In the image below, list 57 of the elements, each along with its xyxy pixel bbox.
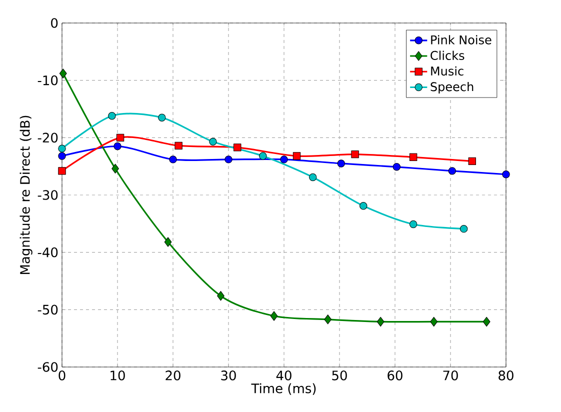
point [482,316,490,327]
point [114,142,122,150]
y-tick-label: -60 [38,362,58,372]
point [259,152,267,160]
y-tick-label: -30 [38,190,58,200]
x-tick-label: 50 [332,370,347,380]
legend-label: Music [431,66,464,76]
point [292,152,301,160]
point [234,144,242,152]
legend-label: Pink Noise [431,35,492,44]
y-tick-label: -40 [38,247,58,258]
point [112,164,119,174]
point [174,142,182,150]
point [224,156,232,164]
point [337,160,346,168]
point [217,291,224,301]
point [280,156,288,164]
point [164,237,172,247]
point [270,311,278,321]
y-tick-label: 0 [51,18,58,28]
point [409,153,418,162]
point [430,316,438,327]
point [309,173,317,182]
x-tick-label: 80 [498,370,514,380]
point [448,167,456,175]
legend-label: Clicks [430,50,464,60]
point [324,314,332,324]
x-tick-label: 30 [221,370,236,380]
x-axis-title: Time (ms) [251,383,316,395]
point [502,170,510,178]
point [360,202,368,210]
x-tick-label: 10 [110,370,125,380]
point [460,224,468,233]
point [392,163,401,171]
point [376,316,384,327]
y-tick-label: -20 [38,132,58,143]
x-tick-label: 60 [388,370,402,380]
x-tick-label: 0 [58,370,66,380]
point [58,144,66,152]
x-tick-label: 20 [166,370,180,380]
point [108,112,116,120]
point [59,68,67,78]
point [409,220,418,228]
legend-label: Speech [430,82,474,94]
y-tick-label: -50 [38,304,58,315]
x-tick-label: 40 [276,370,292,380]
y-axis-title: Magnitude re Direct (dB) [20,116,32,274]
point [158,114,166,122]
point [351,150,359,158]
point [58,152,66,160]
point [116,134,124,142]
point [209,138,217,146]
point [169,156,177,164]
point [468,157,476,166]
y-tick-label: -10 [38,75,58,86]
point [58,167,66,175]
x-tick-label: 70 [443,370,458,380]
